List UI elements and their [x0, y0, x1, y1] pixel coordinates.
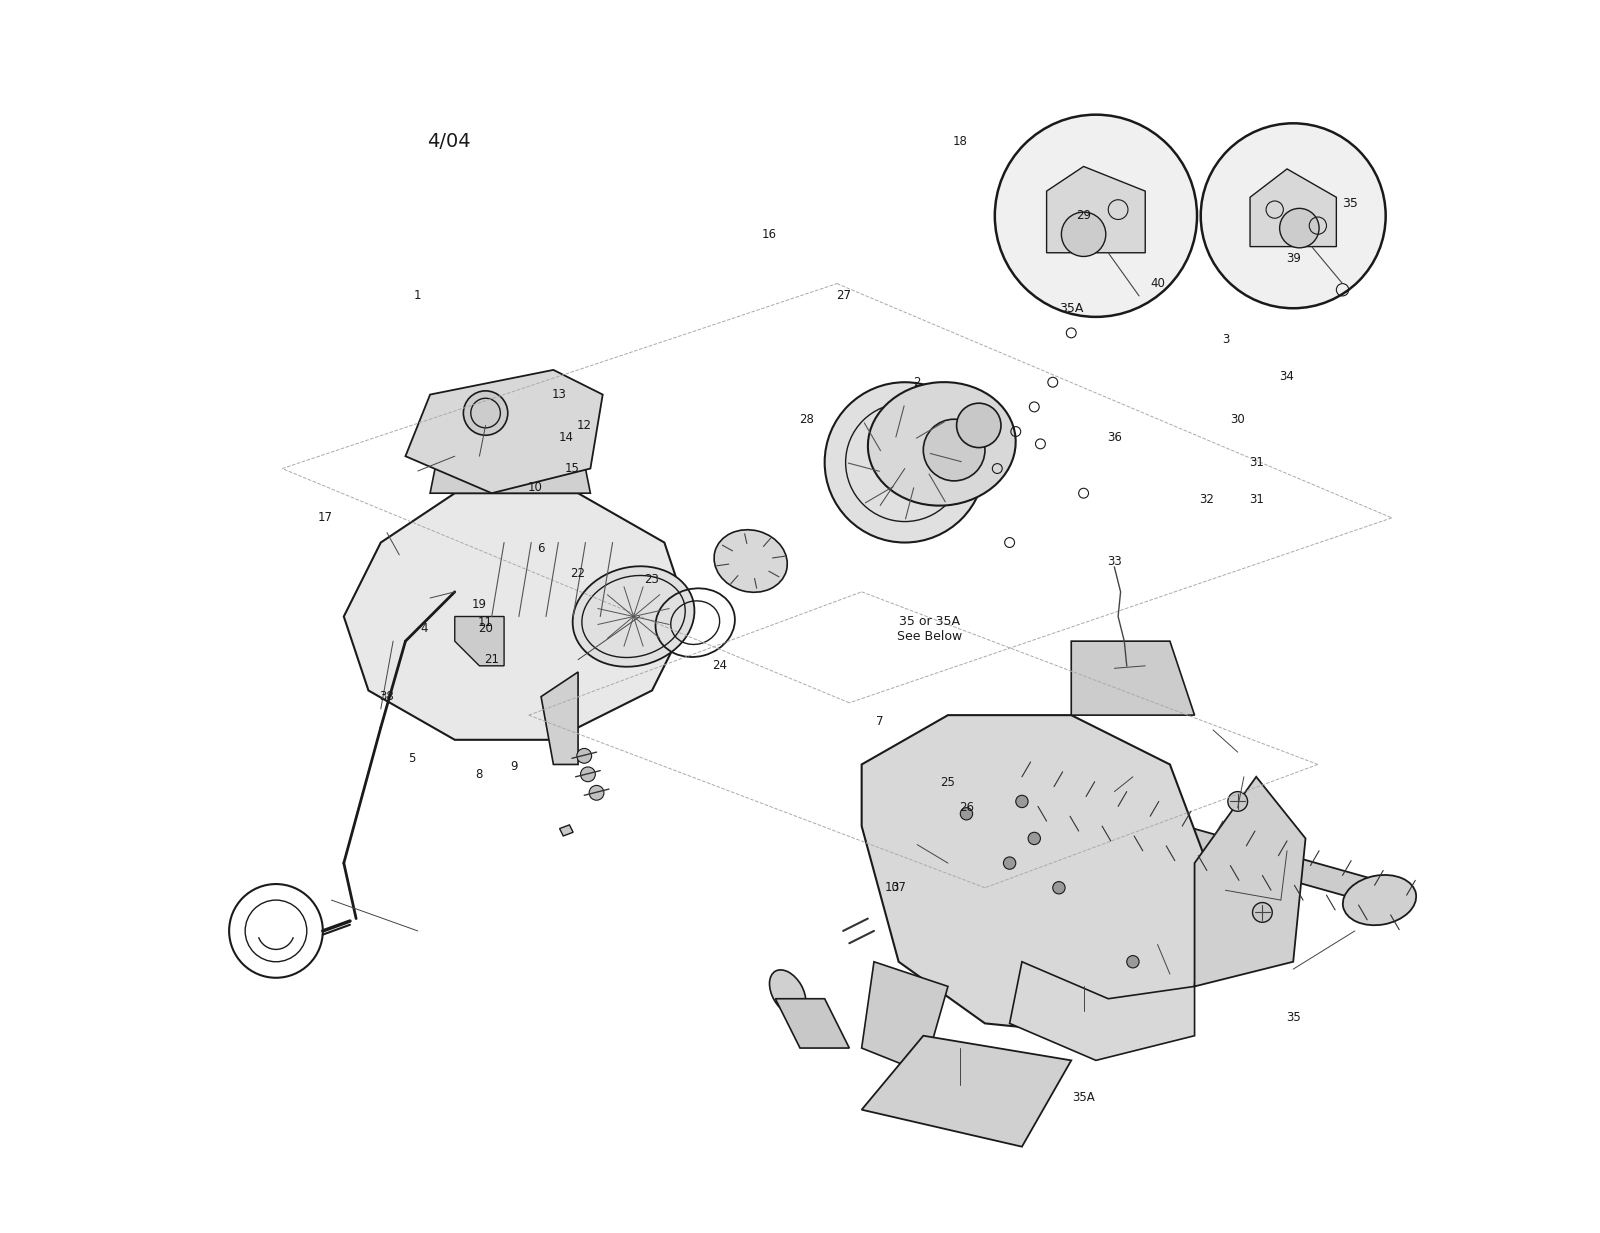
- Text: 27: 27: [835, 290, 851, 302]
- Polygon shape: [560, 825, 573, 836]
- Text: 8: 8: [475, 768, 483, 780]
- Text: 37: 37: [891, 882, 906, 894]
- Circle shape: [464, 391, 507, 435]
- Circle shape: [1280, 208, 1318, 248]
- Text: 36: 36: [1107, 432, 1122, 444]
- Circle shape: [957, 403, 1002, 448]
- Text: 15: 15: [565, 462, 579, 475]
- Text: 26: 26: [958, 801, 974, 814]
- Text: 11: 11: [478, 616, 493, 629]
- Text: 29: 29: [1077, 210, 1091, 222]
- Polygon shape: [1250, 169, 1336, 247]
- Text: 40: 40: [1150, 277, 1165, 290]
- Text: 31: 31: [1248, 493, 1264, 506]
- Ellipse shape: [770, 970, 806, 1015]
- Text: 1: 1: [414, 290, 421, 302]
- Text: 38: 38: [379, 690, 394, 703]
- Circle shape: [581, 767, 595, 782]
- Circle shape: [1003, 857, 1016, 869]
- Text: 6: 6: [538, 543, 546, 555]
- Text: 16: 16: [762, 228, 776, 240]
- Polygon shape: [344, 493, 690, 740]
- Polygon shape: [1072, 641, 1195, 715]
- Text: 34: 34: [1280, 370, 1294, 382]
- Ellipse shape: [714, 530, 787, 592]
- Circle shape: [1016, 795, 1029, 808]
- Text: 30: 30: [1230, 413, 1245, 425]
- Circle shape: [589, 785, 603, 800]
- Text: 10: 10: [885, 882, 899, 894]
- Polygon shape: [862, 1036, 1072, 1147]
- Text: 25: 25: [941, 777, 955, 789]
- Circle shape: [824, 382, 986, 543]
- Text: 10: 10: [528, 481, 542, 493]
- Text: 20: 20: [478, 623, 493, 635]
- Text: 31: 31: [1248, 456, 1264, 469]
- Polygon shape: [776, 999, 850, 1048]
- Circle shape: [1029, 832, 1040, 845]
- Circle shape: [1200, 123, 1386, 308]
- Text: 35: 35: [1342, 197, 1358, 210]
- Text: 35: 35: [1286, 1011, 1301, 1023]
- Polygon shape: [541, 672, 578, 764]
- Text: 21: 21: [485, 653, 499, 666]
- Text: 12: 12: [576, 419, 592, 432]
- Circle shape: [1253, 903, 1272, 922]
- Polygon shape: [862, 715, 1206, 1036]
- Circle shape: [1053, 882, 1066, 894]
- Text: 17: 17: [318, 512, 333, 524]
- Text: 18: 18: [954, 136, 968, 148]
- Circle shape: [1227, 792, 1248, 811]
- Polygon shape: [862, 962, 947, 1073]
- Text: 28: 28: [798, 413, 814, 425]
- Text: 24: 24: [712, 660, 728, 672]
- Polygon shape: [405, 370, 603, 493]
- Ellipse shape: [573, 566, 694, 667]
- Text: 35A: 35A: [1072, 1091, 1094, 1104]
- Text: 9: 9: [510, 761, 518, 773]
- Polygon shape: [1010, 962, 1195, 1060]
- Polygon shape: [1010, 777, 1405, 912]
- Ellipse shape: [1342, 875, 1416, 925]
- Circle shape: [923, 419, 986, 481]
- Circle shape: [578, 748, 592, 763]
- Text: 35A: 35A: [1059, 302, 1083, 316]
- Polygon shape: [430, 432, 590, 493]
- Text: 13: 13: [552, 388, 566, 401]
- Circle shape: [1061, 212, 1106, 256]
- Text: 39: 39: [1286, 253, 1301, 265]
- Polygon shape: [454, 616, 504, 666]
- Text: 14: 14: [558, 432, 573, 444]
- Text: 7: 7: [877, 715, 883, 727]
- Circle shape: [1126, 956, 1139, 968]
- Text: 5: 5: [408, 752, 416, 764]
- Text: 19: 19: [472, 598, 486, 610]
- Text: 33: 33: [1107, 555, 1122, 567]
- Text: 2: 2: [914, 376, 922, 388]
- Text: 4/04: 4/04: [427, 132, 470, 152]
- Text: 23: 23: [645, 573, 659, 586]
- Circle shape: [995, 115, 1197, 317]
- Circle shape: [960, 808, 973, 820]
- Text: 35 or 35A
See Below: 35 or 35A See Below: [898, 615, 962, 642]
- Text: 4: 4: [421, 623, 427, 635]
- Text: 22: 22: [571, 567, 586, 580]
- Text: 32: 32: [1200, 493, 1214, 506]
- Ellipse shape: [867, 382, 1016, 506]
- Text: 3: 3: [1222, 333, 1229, 345]
- Polygon shape: [1046, 166, 1146, 253]
- Polygon shape: [1195, 777, 1306, 986]
